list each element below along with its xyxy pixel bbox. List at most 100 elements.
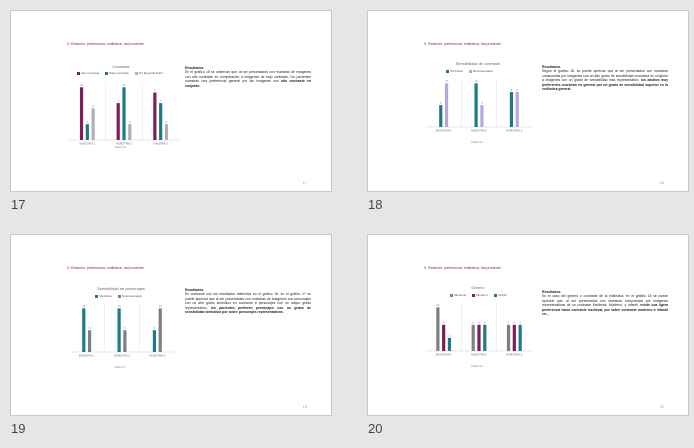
bar [436,307,440,351]
slide-heading: 9. Relación: preferencia, estilística, í… [67,266,144,270]
bar [158,308,162,352]
slide-heading: 9. Relación: preferencia, estilística, í… [424,266,501,270]
legend-item: Bajo contraste [105,71,129,75]
data-label: 5 [440,102,442,105]
chart-source: Gráfico 16 [471,141,483,144]
data-label: 6 [508,322,510,325]
page-number: 19 [302,405,307,409]
legend-item: Alto contraste [77,71,99,75]
legend-item: Simbólico [95,294,112,298]
category-label: MUESTRA 1 [436,129,452,133]
data-label: 3 [449,335,451,338]
bar [480,105,484,127]
bar [447,337,452,351]
slide-thumbnail-17[interactable]: 9. Relación: preferencia, estilística, í… [10,10,332,192]
bar [153,92,157,140]
data-label: 8 [511,89,513,92]
bar [442,324,446,351]
results-highlight: alto contraste en conjunto. [185,79,311,88]
bar-chart: 5 10 MUESTRA 1 10 5 MUESTRA 2 8 8 MUESTRA 3 [426,79,532,133]
bar [515,92,519,127]
category-label: MUESTRA 1 [436,353,452,357]
legend-item: Representativo [118,294,142,298]
slide-thumbnail-20[interactable]: 9. Relación: preferencia, estilística, í… [367,234,689,416]
data-label: 6 [514,322,516,325]
category-label: MUESTRA 1 [79,142,95,146]
data-label: 6 [478,322,480,325]
results-body: En el caso del género o contraste de la … [542,294,668,308]
slide-number-label: 19 [11,421,26,436]
results-text: Resultados. En el gráfico 15 se observan… [185,66,311,88]
results-title: Resultados. [185,66,205,70]
data-label: 3 [166,121,168,124]
data-label: 5 [124,327,126,330]
bar [117,308,121,352]
bar [116,103,120,140]
bar [152,330,157,352]
chart-title: Sensibilidad de contraste [455,61,501,66]
category-label: GALERÍA 3 [154,142,169,146]
data-label: 6 [443,322,445,325]
legend-item: Medieval [450,293,466,297]
data-label: 6 [92,105,94,108]
results-title: Resultados. [542,65,562,69]
category-label: MUESTRA 2 [471,129,487,133]
legend-item: Representativo [469,69,493,73]
bar [123,330,127,352]
chart-title: Género [471,285,485,290]
results-highlight: existe una ligera preferencia hacia cont… [542,303,669,317]
category-label: MUESTRA 2 [114,354,130,358]
results-title: Resultados. [542,290,562,294]
slide-number-label: 17 [11,197,26,212]
legend-item: Simbólico [446,69,463,73]
bar [128,124,132,140]
chart-legend: Simbólico Representativo [95,294,142,298]
results-title: Resultados. [185,288,205,292]
legend-item: Sin Especificación [134,71,163,75]
data-label: 10 [445,80,448,83]
page-number: 18 [659,181,664,185]
data-label: 5 [89,327,91,330]
results-text: Resultados. Según el gráfico 16, se pued… [542,65,668,91]
slide-number-label: 20 [368,421,383,436]
bar [439,105,443,127]
data-label: 10 [475,80,478,83]
results-text: Resultados. En el caso del género o cont… [542,290,668,316]
slide-thumbnail-18[interactable]: 9. Relación: preferencia, estilística, í… [367,10,689,192]
bar [518,324,522,351]
chart-title: Contraste [112,64,130,69]
bar [483,324,487,351]
data-label: 6 [473,322,475,325]
results-body: Según el gráfico 16, se puede apreciar q… [542,69,668,83]
bar [122,87,126,140]
bar [506,324,511,351]
results-highlight: los pacientes prefieren personajes con u… [185,305,311,315]
results-highlight: los adultos muy preferentes muestran en … [542,78,668,92]
bar [444,83,449,127]
bar [85,124,89,140]
slide-thumbnail-19[interactable]: 9. Relación: preferencia, estilística, í… [10,234,332,416]
data-label: 3 [87,121,89,124]
bar [82,308,86,352]
bar-chart: 10 5 MUESTRA 1 10 5 MUESTRA 2 5 10 MUESTRA 3 [69,304,175,358]
category-label: MUESTRA 3 [506,129,522,133]
category-label: MUESTRA 2 [116,142,132,146]
data-label: 6 [484,322,486,325]
data-label: 10 [437,304,440,307]
chart-legend: Simbólico Representativo [446,69,493,73]
bar [471,324,475,351]
bar [87,330,92,352]
category-label: MUESTRA 2 [471,353,487,357]
results-body: En el gráfico 15 se observan que, al ser… [185,70,311,84]
chart-legend: Alto contraste Bajo contraste Sin Especi… [77,71,163,75]
bar [79,87,84,140]
category-label: MUESTRA 1 [79,354,95,358]
data-label: 7 [118,100,120,103]
bar [474,83,478,127]
category-label: MUESTRA 3 [506,353,522,357]
page-number: 17 [302,181,307,185]
slide-heading: 9. Relación: preferencia, estilística, í… [67,42,144,46]
data-label: 10 [159,305,162,308]
